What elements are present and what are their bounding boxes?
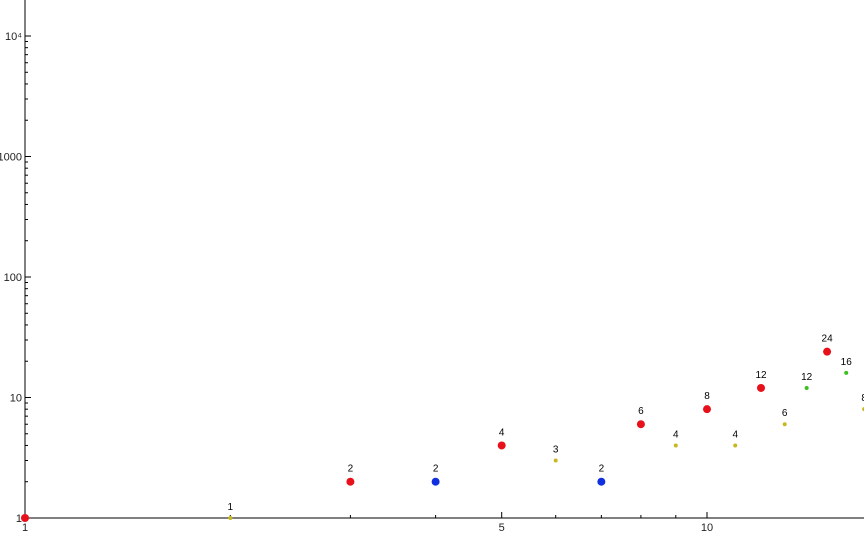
y-tick-label: 1000 [0,152,22,164]
x-tick-label: 10 [701,522,713,534]
data-label: 8 [861,393,864,404]
data-label: 2 [433,464,439,475]
data-label: 2 [348,464,354,475]
data-label: 12 [755,370,767,381]
data-point-yellow [733,443,738,448]
y-tick-label: 100 [4,272,22,284]
data-point-green [844,370,849,375]
data-label: 1 [228,502,234,513]
data-point-red [346,477,355,486]
data-label: 4 [673,429,679,440]
x-tick-label: 1 [22,522,28,534]
data-label: 6 [782,408,788,419]
x-axis-ticks: 151050100 [22,512,713,534]
data-point-blue [597,477,606,486]
y-tick-label: 10⁴ [5,31,22,43]
data-label: 3 [553,445,559,456]
data-point-yellow [228,516,233,520]
y-tick-label: 10 [10,393,22,405]
data-point-blue [431,477,440,486]
data-label: 12 [801,372,813,383]
y-tick-label: 1 [16,513,22,525]
data-point-red [703,405,711,414]
data-point-yellow [673,443,678,448]
data-point-green [804,385,809,390]
data-labels: 2468122448721442885763841152153617283456… [228,334,864,513]
data-label: 16 [841,357,853,368]
data-point-yellow [782,422,787,427]
data-label: 8 [704,391,710,402]
y-axis-ticks: 1 10 100 1000 10⁴ [0,31,31,525]
data-point-red [636,420,645,429]
data-point-red [497,441,506,450]
x-tick-label: 5 [499,522,505,534]
data-point-red [757,383,766,392]
data-label: 4 [499,427,505,438]
data-label: 24 [822,334,834,345]
data-label: 6 [638,406,644,417]
data-point-red [823,347,832,356]
data-point-red [21,514,29,522]
data-point-yellow [553,458,558,463]
data-points [21,347,864,522]
data-label: 2 [599,464,605,475]
data-label: 4 [732,429,738,440]
